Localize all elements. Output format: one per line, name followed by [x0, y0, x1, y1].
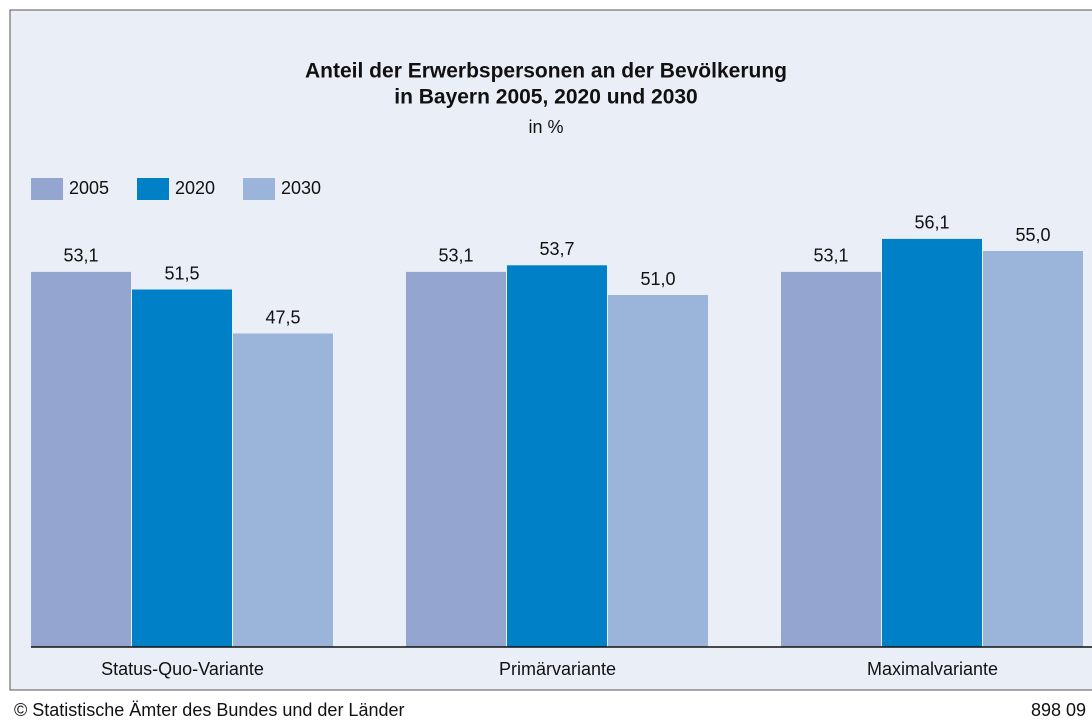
legend-swatch — [31, 178, 63, 200]
data-label: 51,0 — [640, 269, 675, 289]
data-label: 47,5 — [265, 307, 300, 327]
x-tick-label: Primärvariante — [499, 659, 616, 679]
chart-subtitle: in % — [528, 117, 563, 137]
data-label: 53,1 — [438, 246, 473, 266]
bar — [233, 333, 333, 647]
legend-label: 2020 — [175, 178, 215, 198]
bar — [507, 265, 607, 647]
code: 898 09 — [1031, 700, 1086, 720]
bar — [983, 251, 1083, 647]
legend-label: 2005 — [69, 178, 109, 198]
x-tick-label: Maximalvariante — [867, 659, 998, 679]
data-label: 53,7 — [539, 239, 574, 259]
bar — [31, 271, 131, 647]
legend-label: 2030 — [281, 178, 321, 198]
bar — [882, 238, 982, 647]
data-label: 53,1 — [813, 246, 848, 266]
bar — [608, 295, 708, 647]
chart-title: in Bayern 2005, 2020 und 2030 — [394, 86, 698, 109]
legend-swatch — [243, 178, 275, 200]
bar — [132, 289, 232, 647]
data-label: 51,5 — [164, 263, 199, 283]
chart-title: Anteil der Erwerbspersonen an der Bevölk… — [305, 60, 787, 83]
bar — [406, 271, 506, 647]
bar — [781, 271, 881, 647]
source: © Statistische Ämter des Bundes und der … — [14, 700, 404, 720]
legend-swatch — [137, 178, 169, 200]
data-label: 56,1 — [914, 213, 949, 233]
data-label: 55,0 — [1015, 225, 1050, 245]
data-label: 53,1 — [63, 246, 98, 266]
x-tick-label: Status-Quo-Variante — [101, 659, 264, 679]
